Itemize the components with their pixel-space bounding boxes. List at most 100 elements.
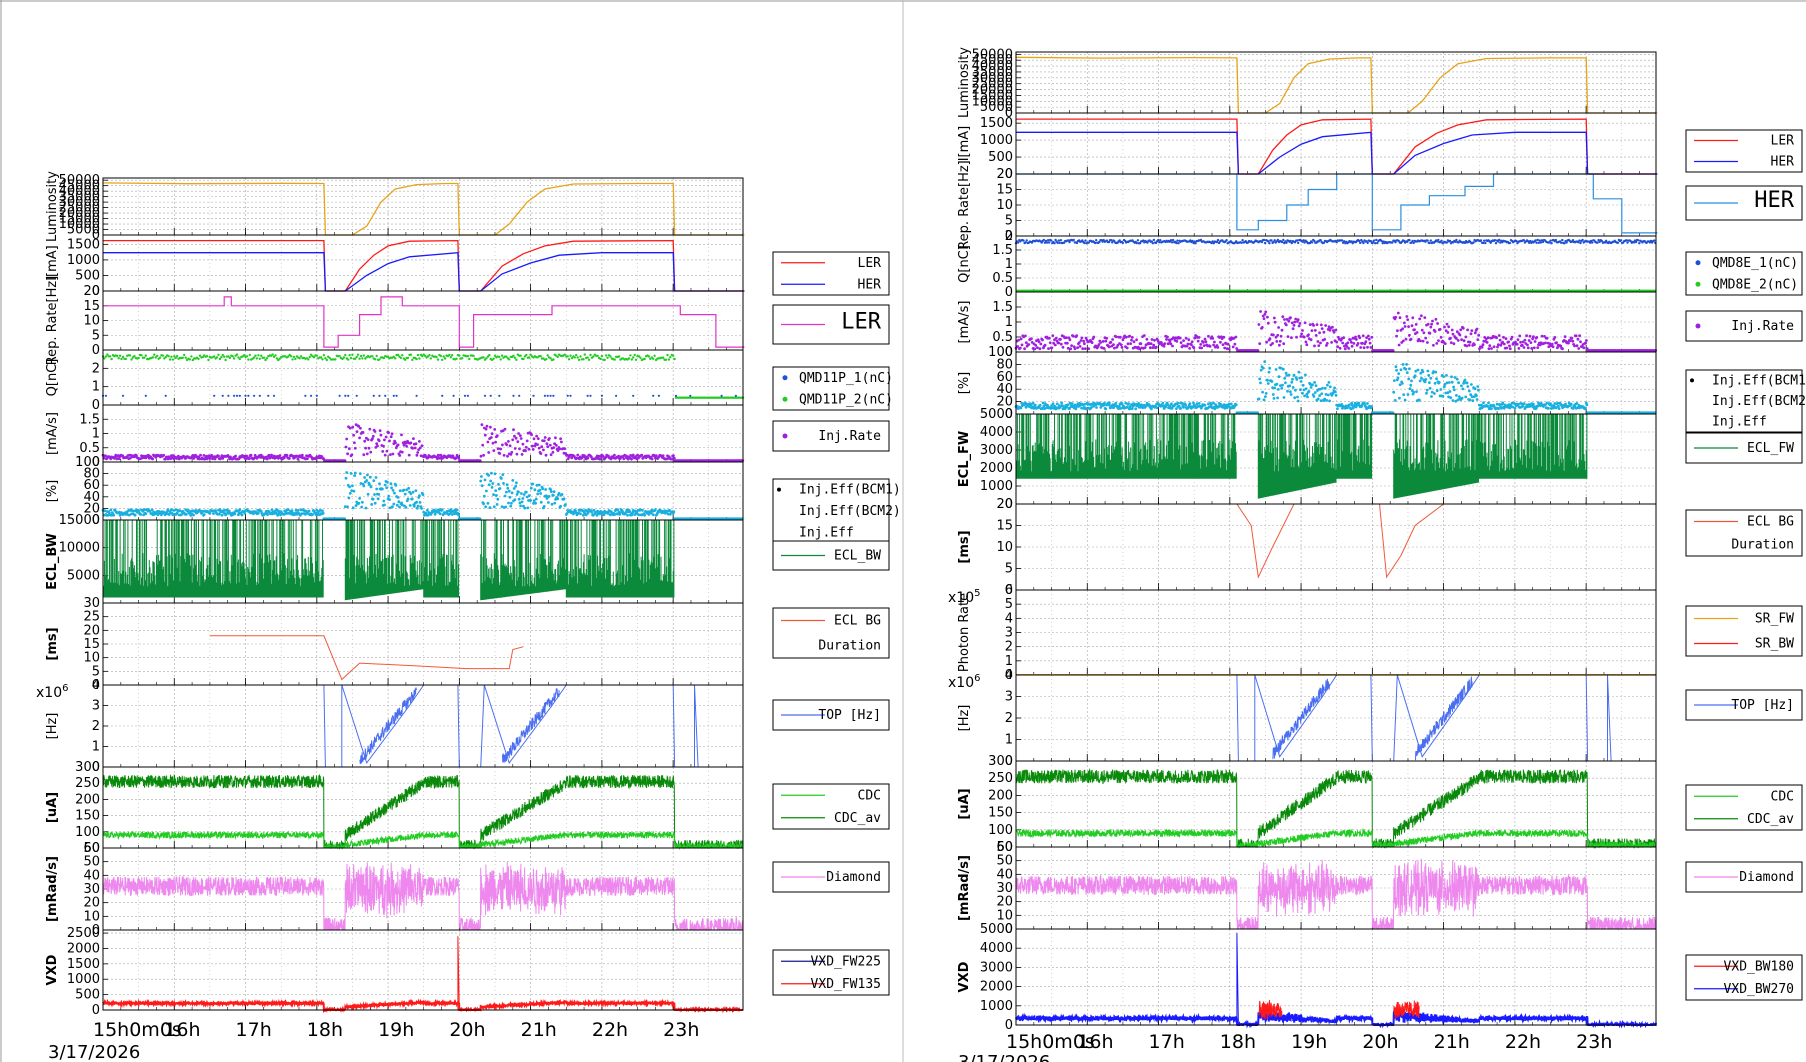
y-tick-label: 0: [1005, 167, 1013, 182]
panel-right-6: 5000 4000 3000 2000 1000 0 ECL_FW: [957, 407, 1657, 512]
legend-label: CDC_av: [1747, 812, 1794, 827]
y-tick-label: 1000: [980, 133, 1013, 148]
legend-marker: [1695, 260, 1701, 266]
legend-label: CDC: [1771, 789, 1794, 804]
y-tick-label: 60: [996, 370, 1013, 385]
legend-left-2: LER: [772, 304, 890, 345]
legend-left-7: ECL BG Duration: [772, 607, 890, 659]
y-tick-label: 50: [83, 841, 100, 856]
legend-label: QMD11P_1(nC): [799, 371, 893, 386]
y-tick-label: 30000: [59, 195, 100, 210]
legend-left-9: CDC CDC_av: [772, 783, 890, 830]
y-tick-label: 1500: [67, 237, 100, 252]
y-axis-label: Luminosity: [957, 47, 972, 118]
y-tick-label: 0: [92, 284, 100, 299]
legend-left-4: Inj.Rate: [772, 420, 890, 452]
legend-label: Duration: [818, 639, 881, 654]
qmd-1-points: [101, 394, 738, 397]
y-tick-label: 10: [83, 651, 100, 666]
y-tick-label: 0: [92, 398, 100, 413]
y-tick-label: 0: [1005, 345, 1013, 360]
legend-label: QMD11P_2(nC): [799, 392, 893, 407]
luminosity-series: [1015, 56, 1658, 114]
y-axis-label: [uA]: [45, 792, 60, 823]
legend-right-3: QMD8E_1(nC) QMD8E_2(nC): [1685, 251, 1803, 296]
legend-label: ECL BG: [1747, 515, 1794, 530]
y-tick-label: 0: [92, 1003, 100, 1018]
y-tick-label: 25000: [59, 201, 100, 216]
y-axis-label: [mRad/s]: [957, 855, 972, 921]
inj-eff-points: [1014, 360, 1657, 415]
y-tick-label: 0: [1005, 407, 1013, 422]
legend-marker: [1690, 378, 1694, 383]
qmd-2-points: [101, 353, 745, 399]
vxd-bw270-series: [1015, 1008, 1657, 1029]
y-tick-label: 40000: [59, 184, 100, 199]
y-tick-label: 2: [1005, 711, 1013, 726]
y-tick-label: 20: [83, 501, 100, 516]
y-tick-label: 1: [92, 740, 100, 755]
y-tick-label: 6: [1005, 583, 1013, 598]
y-tick-label: 4: [1005, 611, 1013, 626]
y-tick-label: 0: [1005, 229, 1013, 244]
time-tick-label: 19h: [378, 1019, 414, 1041]
legend-marker: [782, 396, 788, 402]
legend-label: ECL_BW: [834, 549, 881, 564]
legend-marker: [1695, 281, 1701, 287]
time-tick-label: 23h: [663, 1019, 699, 1041]
legend-label: SR_FW: [1755, 612, 1794, 627]
y-tick-label: 5: [1005, 562, 1013, 577]
y-tick-label: 0.5: [992, 271, 1013, 286]
y-tick-label: 40: [996, 867, 1013, 882]
y-tick-label: 20: [83, 284, 100, 299]
vxd-fw135-series: [102, 998, 744, 1014]
panel-left-6: 15000 10000 5000 ECL_BW: [45, 513, 744, 604]
y-axis-label: Rep. Rate[Hz]: [45, 276, 60, 366]
legend-right-6: ECL_FW: [1685, 432, 1803, 464]
y-tick-label: 1.5: [79, 412, 100, 427]
y-tick-label: 2000: [67, 941, 100, 956]
legend-label: Inj.Eff: [1712, 415, 1767, 430]
legend-label: TOP [Hz]: [1731, 698, 1794, 713]
y-tick-label: 5000: [980, 407, 1013, 422]
y-tick-label: 20: [996, 167, 1013, 182]
y-tick-label: 1: [92, 427, 100, 442]
left-column: 5000045000400003500030000250002000015000…: [36, 171, 901, 1062]
y-axis-label: [Hz]: [957, 705, 972, 732]
legend-left-8: TOP [Hz]: [772, 699, 890, 731]
y-axis-label: [%]: [45, 480, 60, 503]
legend-label: Inj.Eff(BCM2): [799, 504, 901, 519]
y-tick-label: 40: [83, 868, 100, 883]
time-tick-label: 21h: [521, 1019, 557, 1041]
time-tick-label: 15h0m0s: [1006, 1031, 1095, 1053]
y-tick-label: 35000: [59, 190, 100, 205]
y-tick-label: 20000: [59, 206, 100, 221]
y-tick-label: 35000: [972, 65, 1013, 80]
y-axis-label: VXD: [957, 961, 972, 992]
y-tick-label: 30: [996, 881, 1013, 896]
y-axis-label: Q[nC]: [957, 245, 972, 283]
inj-eff-points: [101, 471, 744, 521]
y-tick-label: 10: [83, 909, 100, 924]
y-tick-label: 1000: [67, 972, 100, 987]
legend-label: Inj.Rate: [1731, 319, 1794, 334]
y-tick-label: 15: [83, 637, 100, 652]
legend-left-5: Inj.Eff(BCM1) Inj.Eff(BCM2) Inj.Eff: [772, 478, 901, 544]
legend-right-8: SR_FW SR_BW: [1685, 605, 1803, 657]
y-tick-label: 0: [1005, 106, 1013, 121]
y-tick-label: 5: [1005, 597, 1013, 612]
panel-right-3: 21.510.50Q[nC]: [957, 229, 1657, 300]
time-tick-label: 19h: [1291, 1031, 1327, 1053]
legend-right-9: TOP [Hz]: [1685, 689, 1803, 721]
ecl-bg-duration-series: [209, 635, 524, 681]
y-tick-label: 0: [92, 343, 100, 358]
time-tick-label: 15h0m0s: [93, 1019, 182, 1041]
panel-left-3: 2 1 0 Q[nC]: [45, 349, 745, 413]
right-column: 5000045000400003500030000250002000015000…: [948, 47, 1806, 1062]
y-tick-label: 100: [988, 823, 1013, 838]
y-tick-label: 10000: [59, 541, 100, 556]
